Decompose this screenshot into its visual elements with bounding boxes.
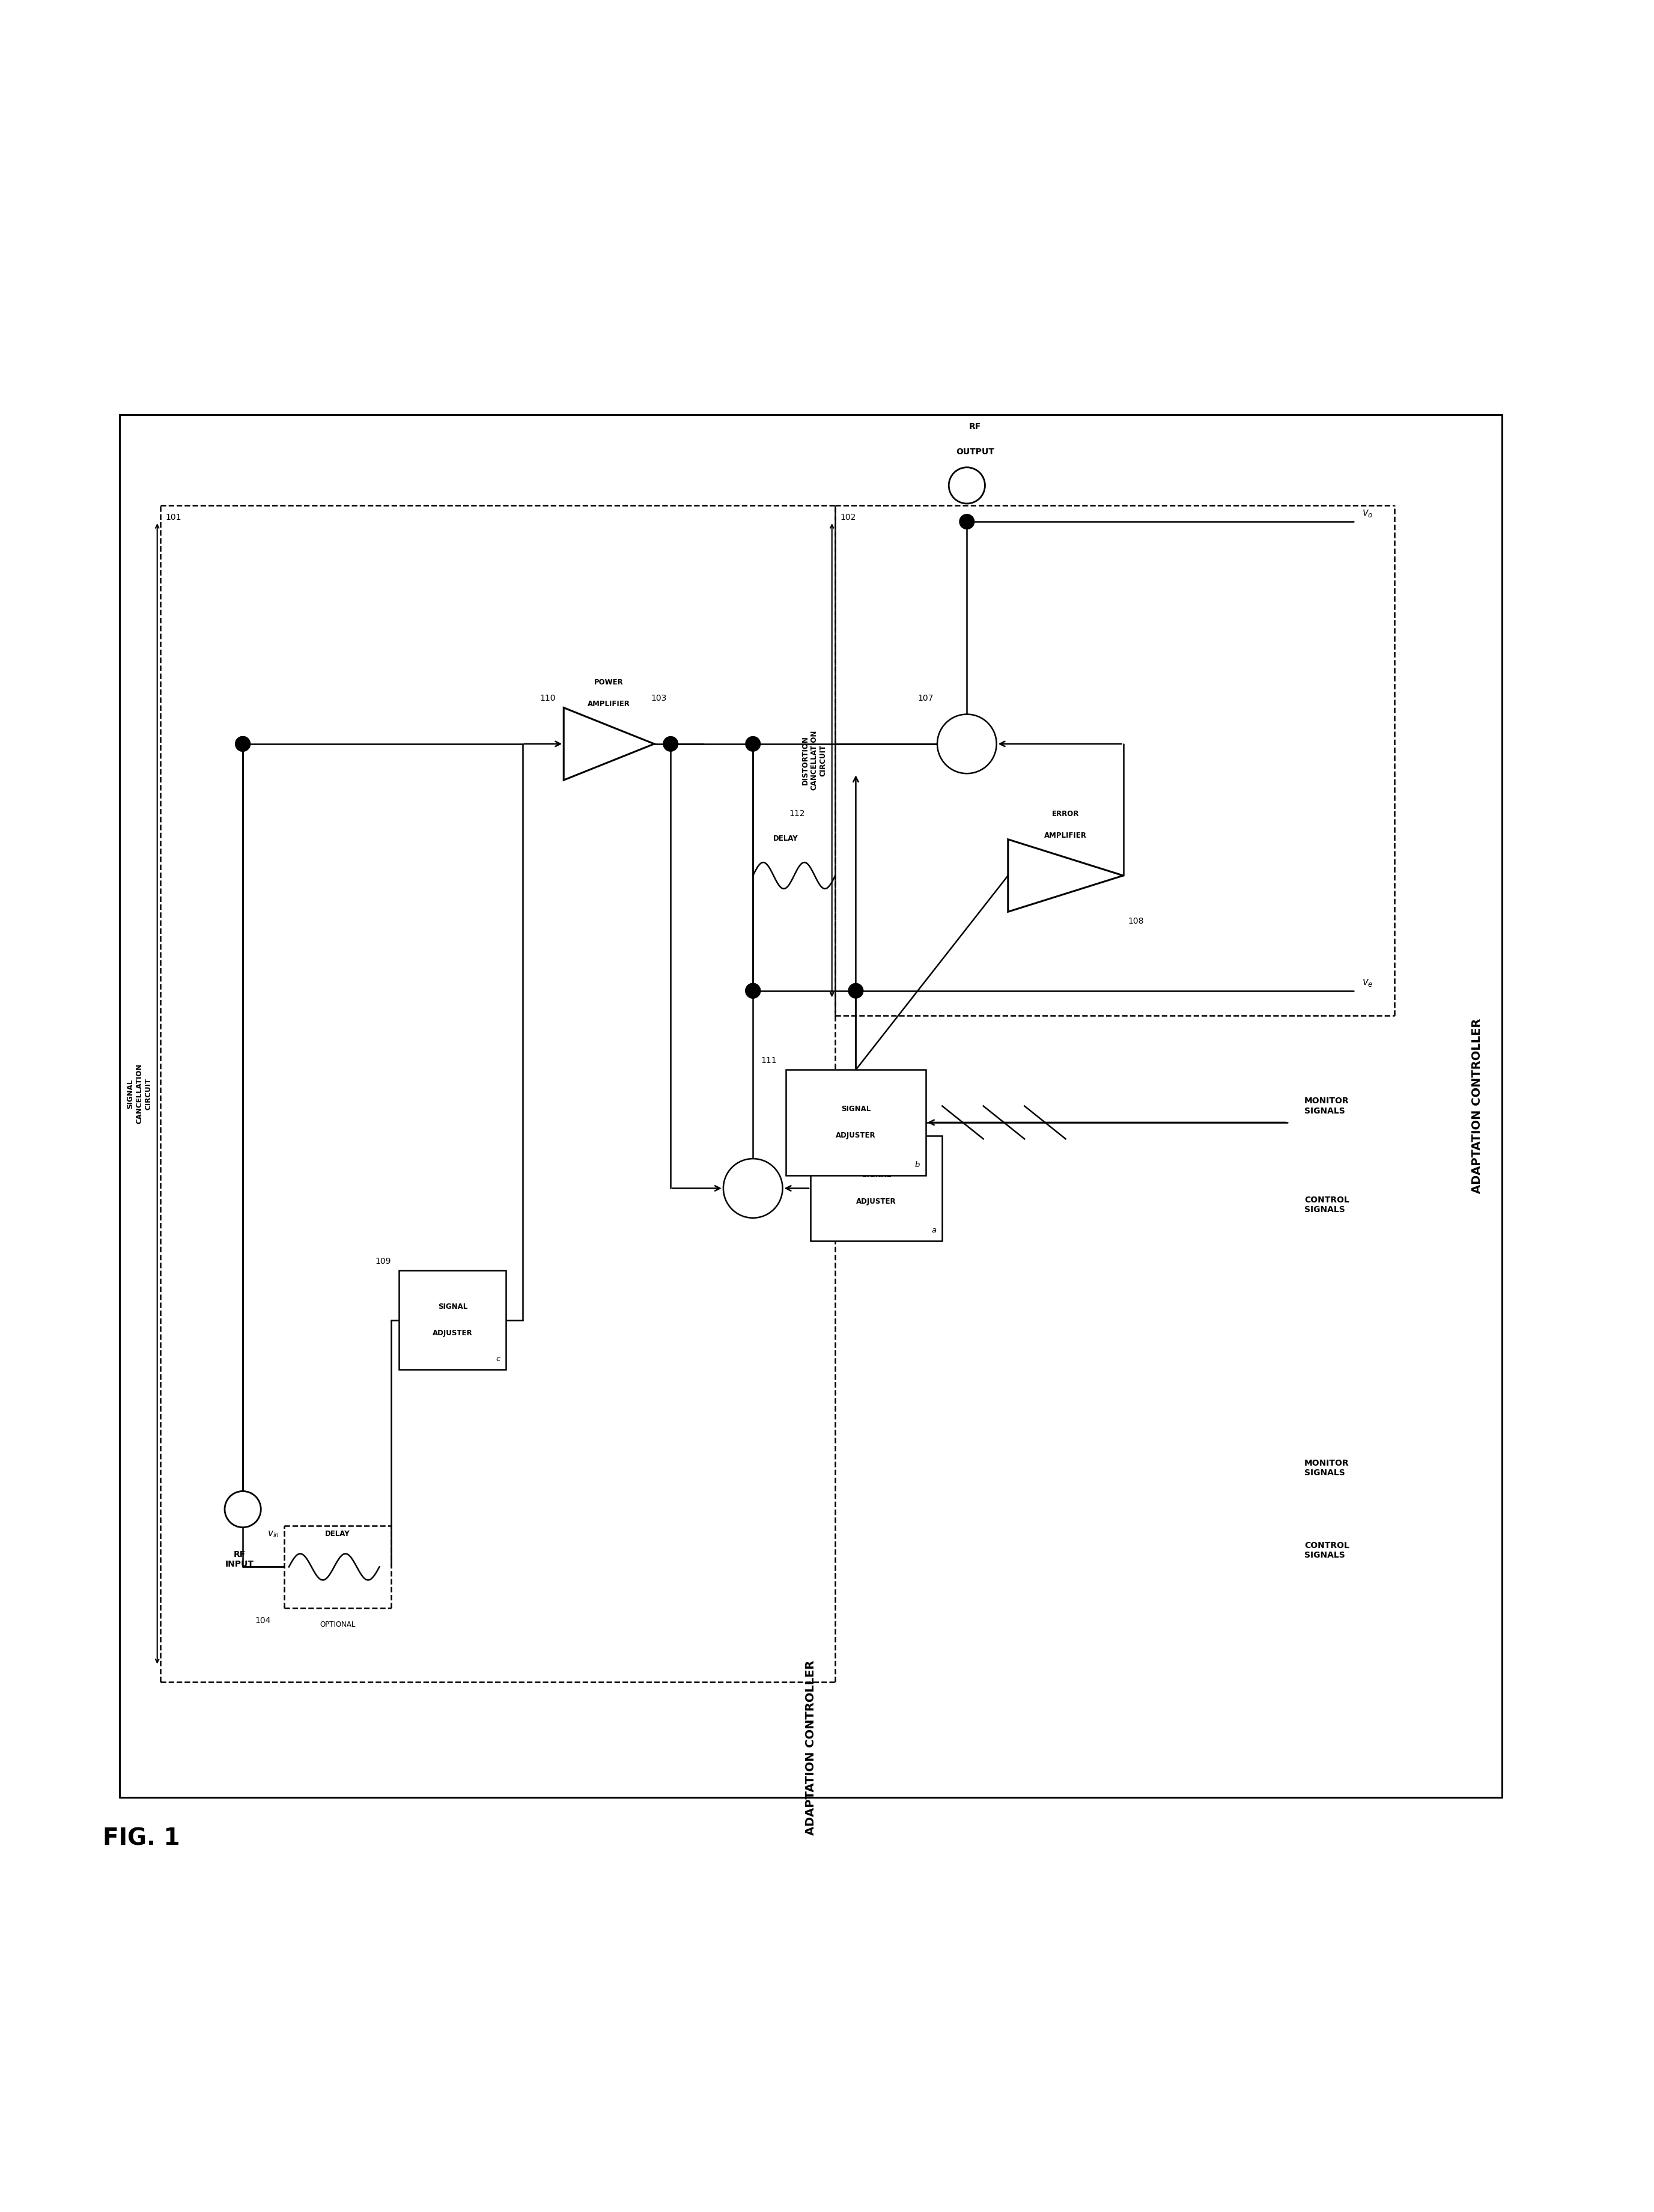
Text: $v_{in}$: $v_{in}$: [268, 1528, 280, 1540]
Circle shape: [235, 737, 250, 752]
Circle shape: [235, 737, 250, 752]
Text: ADJUSTER: ADJUSTER: [857, 1197, 896, 1206]
Text: ADJUSTER: ADJUSTER: [835, 1133, 877, 1139]
Text: DELAY: DELAY: [324, 1531, 351, 1537]
Circle shape: [938, 714, 996, 774]
Circle shape: [746, 984, 761, 998]
Circle shape: [849, 984, 863, 998]
Text: +: +: [728, 1177, 736, 1188]
Text: ADAPTATION CONTROLLER: ADAPTATION CONTROLLER: [1472, 1018, 1482, 1194]
Circle shape: [746, 737, 761, 752]
Text: OUTPUT: OUTPUT: [956, 447, 994, 456]
Circle shape: [663, 737, 678, 752]
FancyBboxPatch shape: [399, 1270, 506, 1369]
Text: SIGNAL: SIGNAL: [862, 1170, 892, 1179]
Text: ERROR: ERROR: [1052, 810, 1080, 818]
Text: -: -: [971, 717, 976, 728]
Text: 104: 104: [255, 1617, 271, 1624]
Text: $v_o$: $v_o$: [1361, 509, 1373, 520]
Text: ADAPTATION CONTROLLER: ADAPTATION CONTROLLER: [805, 1661, 817, 1836]
Text: ADJUSTER: ADJUSTER: [433, 1329, 473, 1336]
Text: MONITOR
SIGNALS: MONITOR SIGNALS: [1305, 1097, 1350, 1115]
Text: SIGNAL: SIGNAL: [438, 1303, 468, 1312]
Text: b: b: [915, 1161, 920, 1168]
Text: a: a: [931, 1228, 936, 1234]
Text: 106: 106: [791, 1148, 807, 1155]
Text: AMPLIFIER: AMPLIFIER: [1044, 832, 1087, 838]
Circle shape: [959, 513, 974, 529]
Text: OPTIONAL: OPTIONAL: [319, 1621, 356, 1628]
Text: CONTROL
SIGNALS: CONTROL SIGNALS: [1305, 1197, 1350, 1214]
Text: SIGNAL
CANCELLATION
CIRCUIT: SIGNAL CANCELLATION CIRCUIT: [126, 1064, 152, 1124]
Text: MONITOR
SIGNALS: MONITOR SIGNALS: [1305, 1460, 1350, 1478]
Text: 110: 110: [819, 1121, 835, 1130]
Text: DELAY: DELAY: [774, 834, 799, 843]
Text: 102: 102: [840, 513, 857, 522]
Text: 112: 112: [789, 810, 805, 818]
FancyBboxPatch shape: [786, 1071, 926, 1175]
Text: 110: 110: [539, 695, 556, 703]
Text: RF: RF: [969, 422, 981, 431]
Text: SIGNAL: SIGNAL: [840, 1106, 870, 1113]
Text: RF
INPUT: RF INPUT: [225, 1551, 253, 1568]
Text: $v_e$: $v_e$: [1361, 978, 1373, 989]
Text: POWER: POWER: [594, 679, 624, 686]
Text: 107: 107: [918, 695, 933, 703]
Text: AMPLIFIER: AMPLIFIER: [587, 699, 630, 708]
Text: 109: 109: [375, 1256, 390, 1265]
Text: 103: 103: [652, 695, 667, 703]
Text: +: +: [941, 732, 949, 743]
Text: CONTROL
SIGNALS: CONTROL SIGNALS: [1305, 1542, 1350, 1559]
Text: DISTORTION
CANCELLATION
CIRCUIT: DISTORTION CANCELLATION CIRCUIT: [801, 730, 827, 790]
Text: -: -: [758, 1203, 761, 1214]
Circle shape: [723, 1159, 782, 1219]
FancyBboxPatch shape: [810, 1135, 943, 1241]
Circle shape: [746, 984, 761, 998]
Circle shape: [225, 1491, 261, 1526]
Text: c: c: [496, 1356, 500, 1363]
Text: FIG. 1: FIG. 1: [103, 1827, 180, 1849]
Text: 111: 111: [761, 1057, 777, 1064]
Text: 101: 101: [165, 513, 182, 522]
Text: 108: 108: [1128, 916, 1145, 925]
Circle shape: [949, 467, 986, 504]
